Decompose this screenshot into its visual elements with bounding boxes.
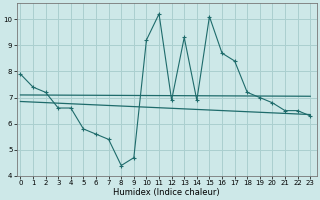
X-axis label: Humidex (Indice chaleur): Humidex (Indice chaleur) xyxy=(113,188,220,197)
